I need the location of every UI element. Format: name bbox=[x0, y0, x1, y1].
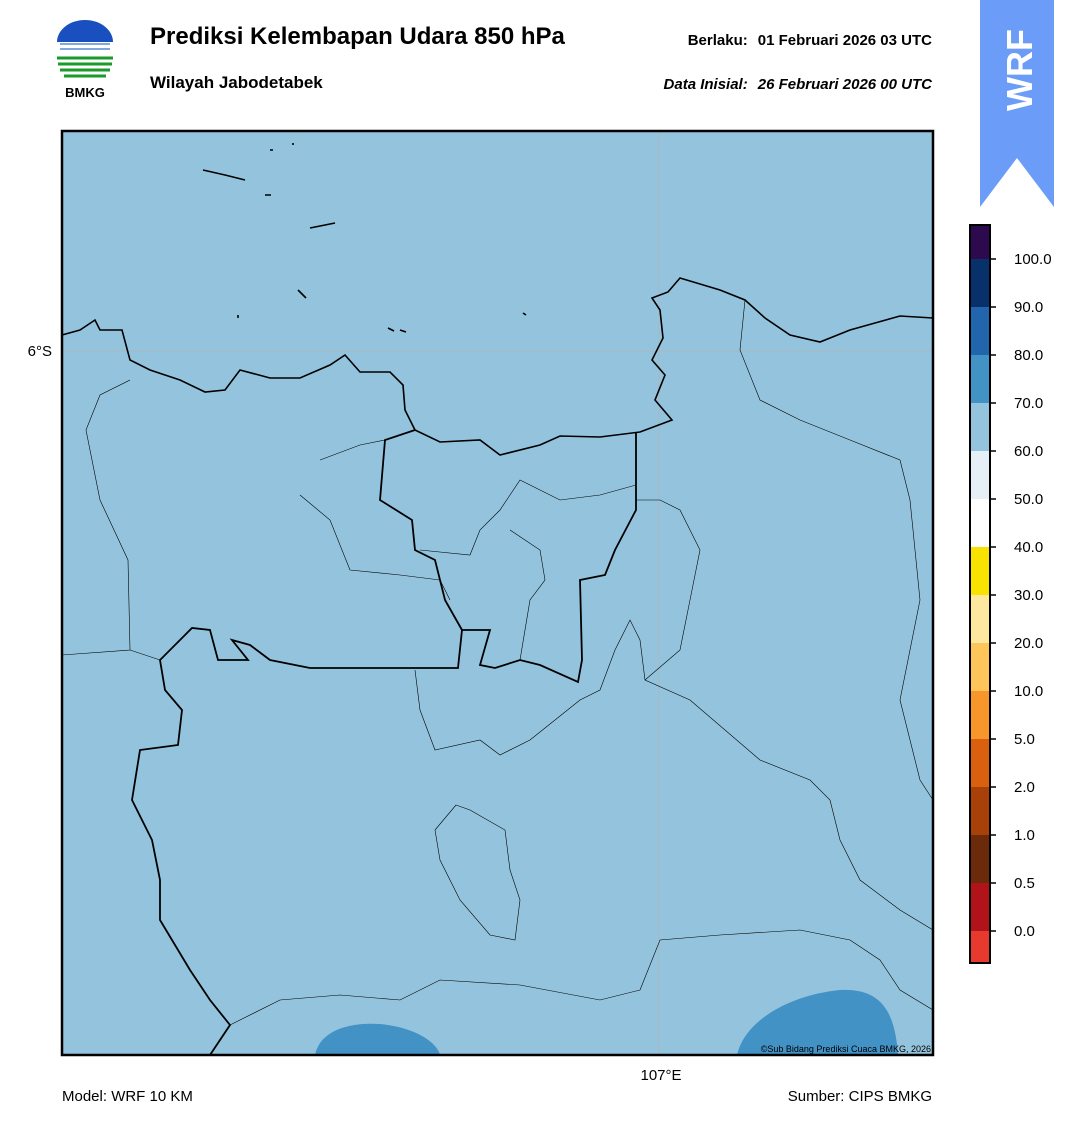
title: Prediksi Kelembapan Udara 850 hPa bbox=[150, 23, 566, 50]
tick-label: 0.5 bbox=[1014, 875, 1035, 892]
tick-label: 80.0 bbox=[1014, 347, 1043, 364]
tick-label: 60.0 bbox=[1014, 443, 1043, 460]
tick-label: 50.0 bbox=[1014, 491, 1043, 508]
tick-label: 2.0 bbox=[1014, 779, 1035, 796]
tick-label: 40.0 bbox=[1014, 539, 1043, 556]
lat-label: 6°S bbox=[28, 343, 52, 360]
color-swatch bbox=[970, 355, 990, 403]
logo: BMKG bbox=[57, 20, 113, 100]
tick-label: 20.0 bbox=[1014, 635, 1043, 652]
valid-value: 01 Februari 2026 03 UTC bbox=[758, 32, 932, 49]
color-swatch bbox=[970, 835, 990, 883]
color-swatch bbox=[970, 403, 990, 451]
color-swatch bbox=[970, 643, 990, 691]
color-swatch bbox=[970, 225, 990, 259]
logo-text: BMKG bbox=[65, 85, 105, 100]
lon-label: 107°E bbox=[640, 1067, 681, 1084]
color-swatch bbox=[970, 739, 990, 787]
valid-time: Berlaku: 01 Februari 2026 03 UTC bbox=[688, 32, 932, 49]
tick-label: 70.0 bbox=[1014, 395, 1043, 412]
color-swatch bbox=[970, 547, 990, 595]
init-value: 26 Februari 2026 00 UTC bbox=[757, 76, 933, 93]
color-swatch bbox=[970, 307, 990, 355]
tick-label: 90.0 bbox=[1014, 299, 1043, 316]
model: Model: WRF 10 KM bbox=[62, 1088, 193, 1105]
subtitle: Wilayah Jabodetabek bbox=[150, 73, 323, 92]
color-swatch bbox=[970, 499, 990, 547]
tick-label: 1.0 bbox=[1014, 827, 1035, 844]
color-swatch bbox=[970, 259, 990, 307]
badge bbox=[980, 0, 1054, 207]
tick-label: 10.0 bbox=[1014, 683, 1043, 700]
colorbar-frame bbox=[969, 224, 991, 964]
tick-label: 5.0 bbox=[1014, 731, 1035, 748]
init-time: Data Inisial: 26 Februari 2026 00 UTC bbox=[664, 76, 934, 93]
color-swatch bbox=[970, 787, 990, 835]
tick-label: 100.0 bbox=[1014, 251, 1052, 268]
map: 6°S 107°E ©Sub Bidang Prediksi Cuaca BMK… bbox=[28, 129, 935, 1084]
tick-label: 0.0 bbox=[1014, 923, 1035, 940]
badge-text: WRF bbox=[999, 29, 1040, 111]
color-swatch bbox=[970, 883, 990, 931]
color-swatch bbox=[970, 595, 990, 643]
source: Sumber: CIPS BMKG bbox=[788, 1088, 932, 1105]
credit: ©Sub Bidang Prediksi Cuaca BMKG, 2026 bbox=[761, 1044, 931, 1054]
init-label: Data Inisial: bbox=[664, 76, 748, 93]
color-swatch bbox=[970, 691, 990, 739]
color-swatch bbox=[970, 931, 990, 963]
colorbar: 0.0 0.5 1.0 2.0 5.0 10.0 20.0 30.0 40.0 50.0 60.0 7… bbox=[969, 224, 1052, 964]
valid-label: Berlaku: bbox=[688, 32, 748, 49]
tick-label: 30.0 bbox=[1014, 587, 1043, 604]
color-swatch bbox=[970, 451, 990, 499]
